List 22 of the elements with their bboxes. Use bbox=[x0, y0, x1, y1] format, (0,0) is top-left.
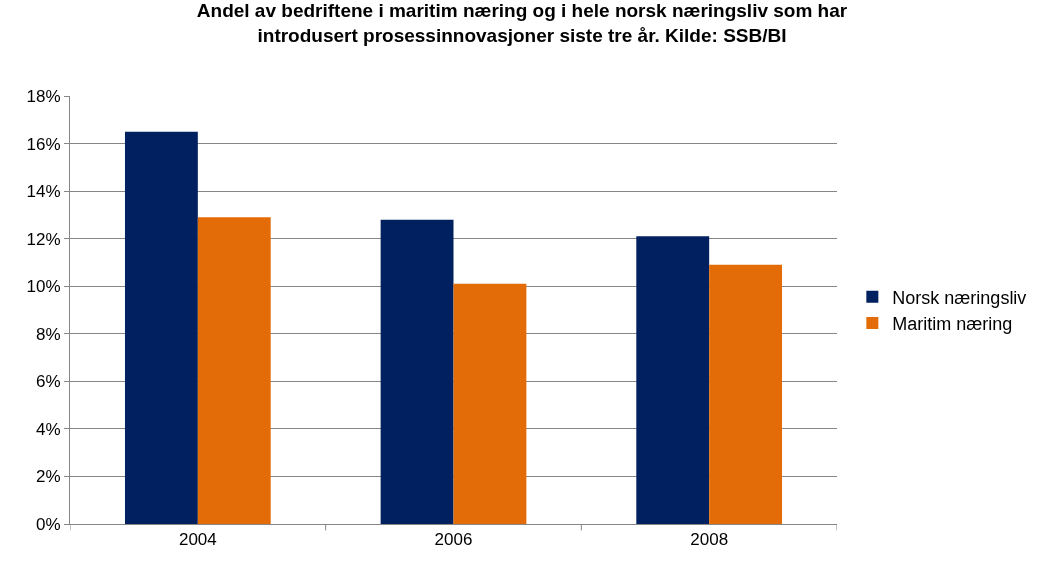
x-tick-label: 2006 bbox=[434, 530, 473, 550]
y-tick-label: 4% bbox=[36, 419, 61, 439]
bar bbox=[636, 236, 710, 524]
y-tick-label: 18% bbox=[26, 86, 61, 106]
x-tick-label: 2008 bbox=[690, 530, 729, 550]
y-tick-label: 14% bbox=[26, 182, 61, 202]
y-tick-label: 16% bbox=[26, 134, 61, 154]
y-tick-label: 0% bbox=[36, 514, 61, 534]
bar bbox=[380, 219, 454, 524]
x-tick-label: 2004 bbox=[178, 530, 217, 550]
y-tick-label: 2% bbox=[36, 467, 61, 487]
chart-title: Andel av bedriftene i maritim næring og i hele norsk næringsliv som har introdusert prosessinnovasjoner siste tre år. Kilde: SSB/BI bbox=[196, 0, 848, 46]
y-tick-label: 6% bbox=[36, 372, 61, 392]
bar bbox=[124, 131, 198, 524]
bar bbox=[197, 217, 271, 524]
bar bbox=[453, 283, 527, 524]
legend-label: Norsk næringsliv bbox=[892, 287, 1027, 308]
y-tick-label: 10% bbox=[26, 277, 61, 297]
y-tick-label: 12% bbox=[26, 229, 61, 249]
y-tick-label: 8% bbox=[36, 324, 61, 344]
bar bbox=[709, 264, 783, 524]
legend-label: Maritim næring bbox=[892, 314, 1013, 335]
